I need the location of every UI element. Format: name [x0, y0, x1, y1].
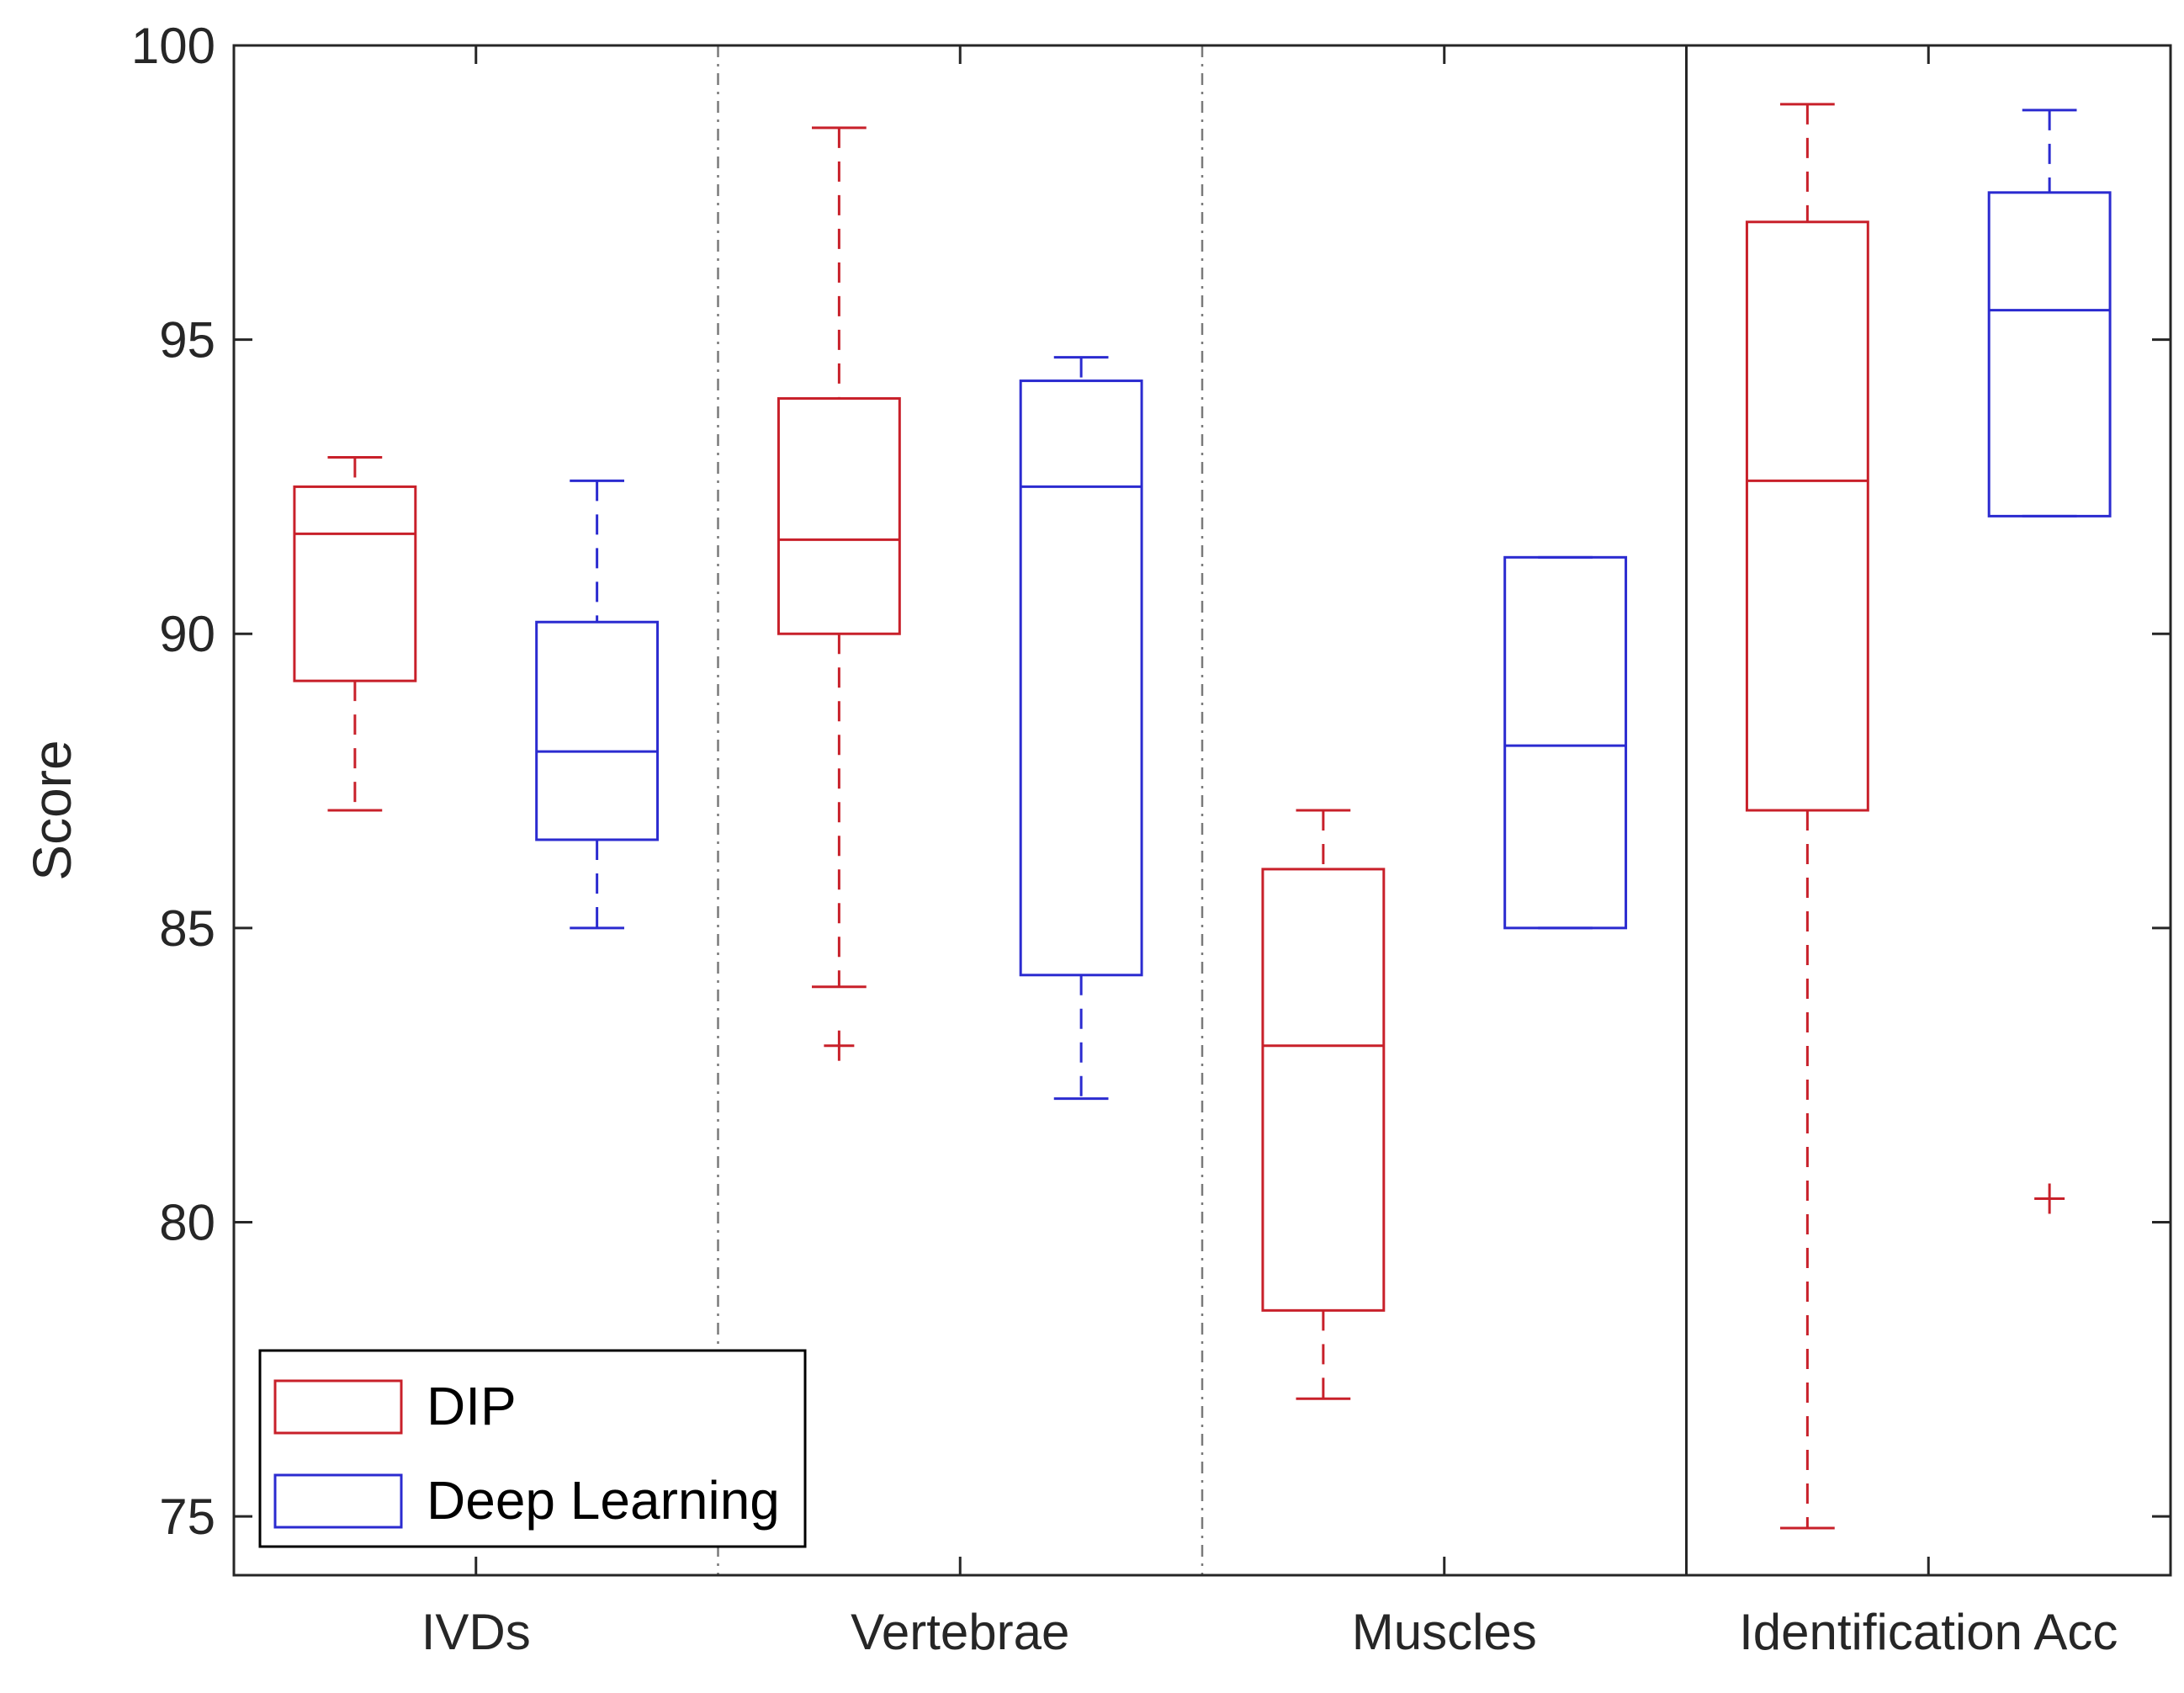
series-dip [293, 103, 1869, 1530]
box-body-dip-vertebrae [777, 397, 901, 635]
box-deep-learning-vertebrae [1019, 356, 1143, 1101]
legend-entry-dip: DIP [273, 1376, 517, 1436]
legend-swatch-deep-learning [273, 1473, 403, 1529]
box-body-dip-ivds [293, 485, 417, 682]
series-deep-learning [535, 109, 2112, 1214]
box-body-deep-learning-identification-acc [1987, 191, 2112, 517]
y-axis-title: Score [22, 740, 82, 880]
plot-frame [232, 44, 2172, 1577]
box-body-dip-muscles [1261, 868, 1386, 1312]
box-series [293, 103, 2112, 1530]
y-tick-label-75: 75 [159, 1489, 215, 1545]
legend-box [258, 1349, 807, 1548]
y-tick-label-85: 85 [159, 900, 215, 957]
legend-label-dip: DIP [427, 1376, 517, 1436]
group-separators [717, 45, 1688, 1575]
x-tick-label-ivds: IVDs [421, 1604, 531, 1660]
box-body-deep-learning-muscles [1503, 555, 1628, 930]
box-dip-vertebrae [777, 126, 901, 1061]
legend-label-deep-learning: Deep Learning [427, 1470, 780, 1531]
x-tick-label-identification-acc: Identification Acc [1739, 1604, 2118, 1660]
box-body-dip-identification-acc [1745, 220, 1869, 812]
box-deep-learning-muscles [1503, 555, 1628, 930]
box-dip-muscles [1261, 809, 1386, 1400]
box-body-deep-learning-vertebrae [1019, 379, 1143, 977]
y-tick-label-80: 80 [159, 1194, 215, 1250]
y-tick-label-90: 90 [159, 606, 215, 662]
box-body-deep-learning-ivds [535, 620, 660, 841]
tick-labels: 75 80 85 90 95 100 IVDs Vertebrae Muscles Identif… [131, 18, 2118, 1660]
x-tick-label-muscles: Muscles [1352, 1604, 1537, 1660]
y-tick-label-100: 100 [131, 18, 215, 74]
box-deep-learning-ivds [535, 479, 660, 930]
legend-swatch-dip [273, 1379, 403, 1435]
box-deep-learning-identification-acc [1987, 109, 2112, 1214]
box-dip-ivds [293, 455, 417, 812]
x-tick-label-vertebrae: Vertebrae [851, 1604, 1069, 1660]
outlier-dip-vertebrae-0 [824, 1030, 855, 1061]
outlier-deep-learning-identification-acc-0 [2034, 1183, 2065, 1214]
box-dip-identification-acc [1745, 103, 1869, 1530]
axes [232, 44, 2172, 1577]
legend: DIP Deep Learning [258, 1349, 807, 1548]
y-tick-label-95: 95 [159, 312, 215, 369]
legend-entry-deep-learning: Deep Learning [273, 1470, 780, 1531]
